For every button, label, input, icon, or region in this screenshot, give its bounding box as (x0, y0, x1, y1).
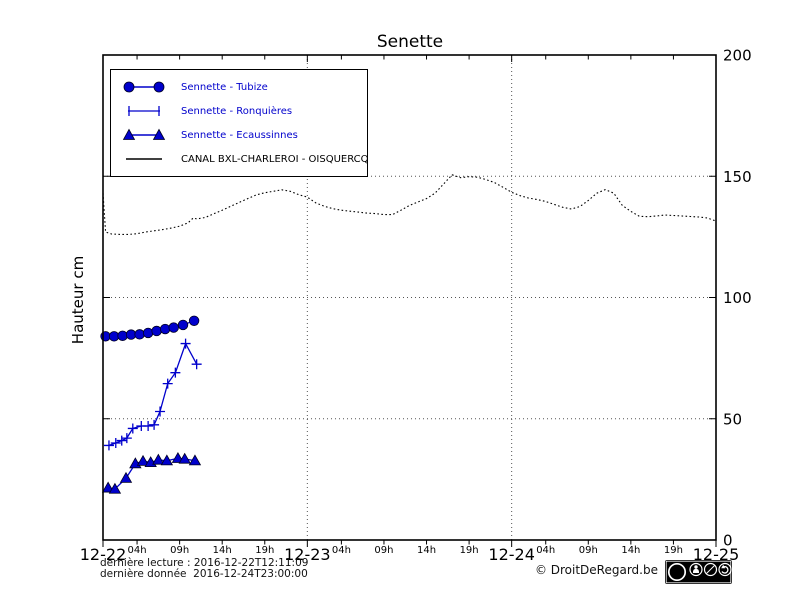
legend-label: CANAL BXL-CHARLEROI - OISQUERCQ (181, 153, 369, 165)
legend-entry-tubize: Sennette - Tubize (111, 80, 367, 94)
chart-title: Senette (376, 32, 444, 52)
cc-license-badge: cc $ BY NC SA (665, 560, 732, 584)
svg-text:14h: 14h (213, 545, 232, 556)
svg-text:150: 150 (723, 168, 752, 186)
svg-text:19h: 19h (255, 545, 274, 556)
svg-text:BY: BY (693, 578, 699, 584)
svg-text:04h: 04h (128, 545, 147, 556)
svg-text:14h: 14h (417, 545, 436, 556)
cc-by-icon (689, 562, 703, 577)
series-sennette-ecaussinnes (101, 451, 202, 494)
svg-text:19h: 19h (664, 545, 683, 556)
series-canal-bxl-charleroi-oisquercq (102, 174, 717, 235)
legend-entry-canal: CANAL BXL-CHARLEROI - OISQUERCQ (111, 152, 369, 166)
cc-sa-icon (718, 562, 732, 577)
legend-marker-plain-line (126, 158, 162, 160)
svg-text:12-24: 12-24 (488, 545, 535, 564)
last-data-text: dernière donnée 2016-12-24T23:00:00 (100, 568, 308, 580)
legend-marker-triangle-line (122, 128, 166, 140)
legend-box: Sennette - Tubize Sennette - Ronquières … (110, 69, 369, 177)
svg-text:14h: 14h (621, 545, 640, 556)
svg-text:09h: 09h (170, 545, 189, 556)
svg-text:SA: SA (722, 578, 729, 584)
svg-text:09h: 09h (579, 545, 598, 556)
svg-text:0: 0 (723, 532, 733, 550)
svg-text:12-22: 12-22 (80, 545, 127, 564)
copyright-text: © DroitDeRegard.be (534, 563, 658, 577)
legend-marker-plus-line (128, 106, 160, 116)
legend-entry-ronquieres: Sennette - Ronquières (111, 104, 367, 118)
svg-text:100: 100 (723, 289, 752, 307)
x-tick-labels: 04h 09h 14h 19h 04h 09h 14h 19h 04h 09h 14h 19h 12-2… (80, 545, 740, 564)
svg-text:04h: 04h (332, 545, 351, 556)
cc-logo-icon: cc (667, 562, 687, 582)
axis-ticks (102, 55, 717, 547)
series-sennette-ronqui-res (103, 338, 202, 451)
svg-text:50: 50 (723, 410, 742, 428)
svg-text:200: 200 (723, 47, 752, 65)
svg-text:19h: 19h (460, 545, 479, 556)
last-reading-text: dernière lecture : 2016-12-22T12:11:09 (100, 557, 309, 569)
svg-text:$: $ (708, 566, 713, 576)
legend-label: Sennette - Tubize (181, 81, 268, 93)
cc-nc-icon: $ (703, 562, 718, 577)
svg-text:09h: 09h (374, 545, 393, 556)
y-tick-labels: 0 50 100 150 200 (723, 47, 752, 550)
svg-text:NC: NC (707, 578, 714, 584)
series-sennette-tubize (100, 315, 200, 342)
legend-label: Sennette - Ecaussinnes (181, 129, 298, 141)
legend-label: Sennette - Ronquières (181, 105, 293, 117)
svg-text:12-23: 12-23 (284, 545, 331, 564)
svg-text:12-25: 12-25 (693, 545, 740, 564)
legend-entry-ecaussinnes: Sennette - Ecaussinnes (111, 128, 367, 142)
svg-text:04h: 04h (536, 545, 555, 556)
svg-text:cc: cc (672, 568, 683, 579)
legend-marker-circle-line (123, 81, 165, 93)
